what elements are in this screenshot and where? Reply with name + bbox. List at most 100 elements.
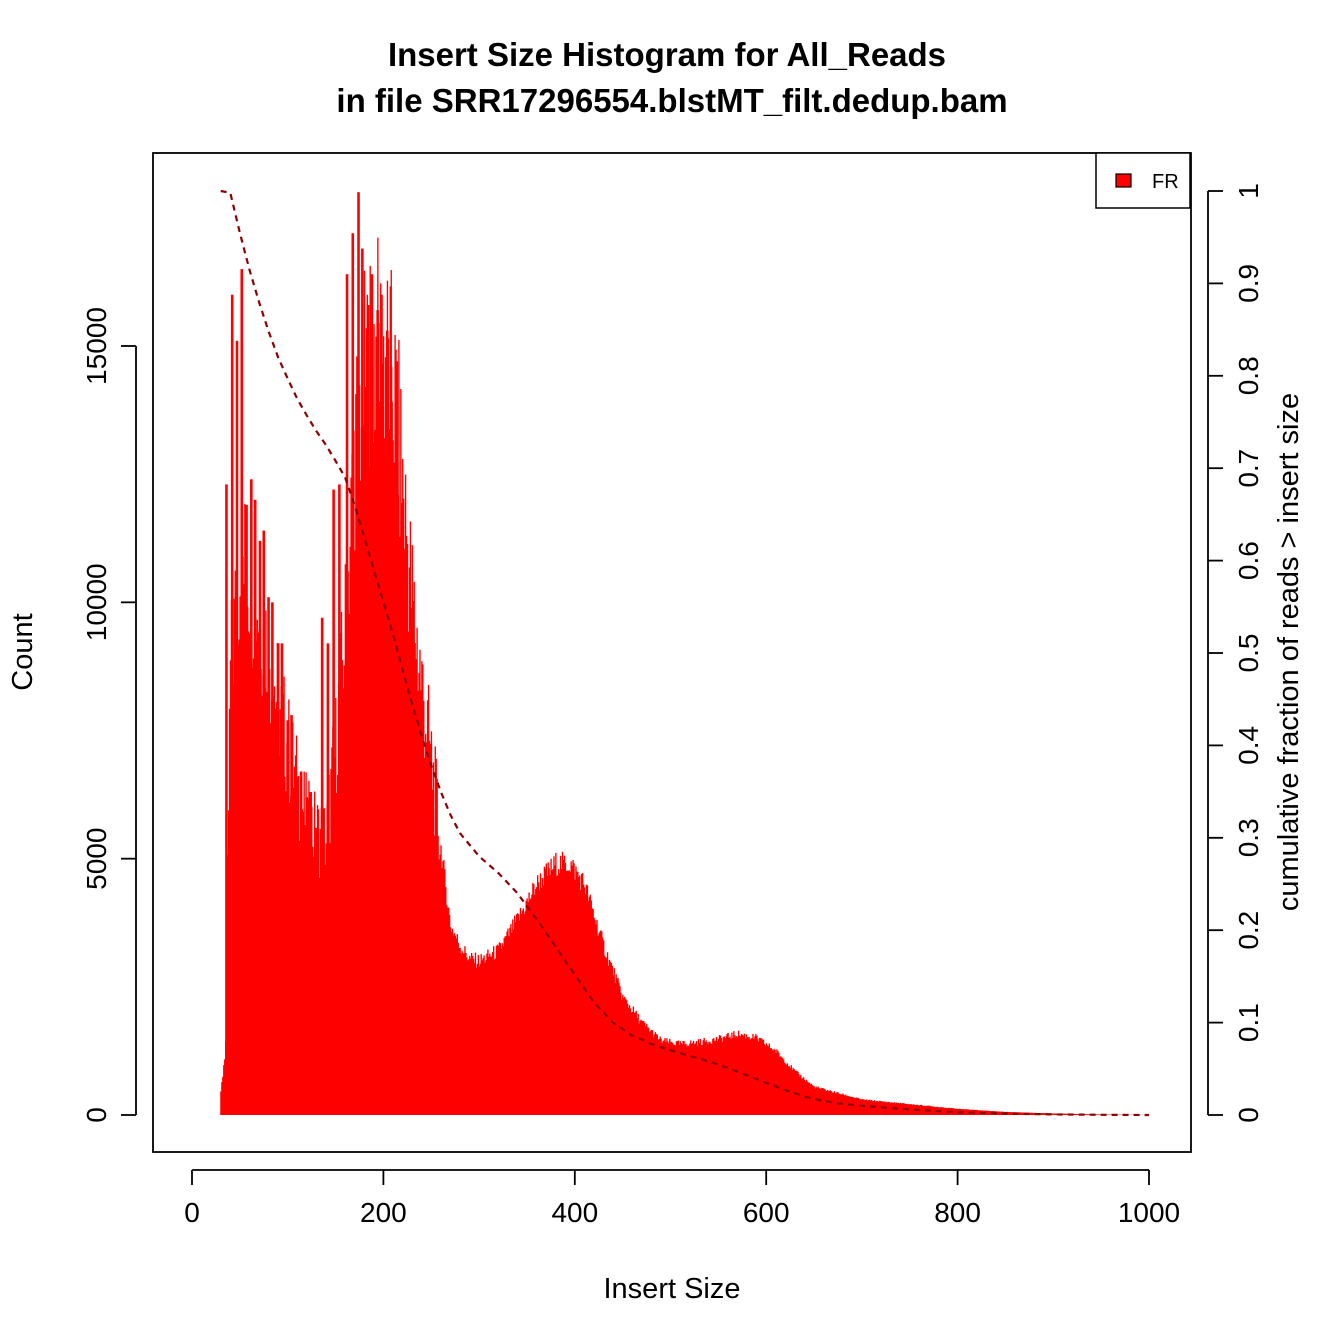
histogram-bar [768, 1043, 770, 1115]
y-right-tick-label: 0.1 [1233, 1003, 1264, 1042]
histogram-bar [497, 945, 500, 1115]
histogram-bar [545, 863, 547, 1115]
histogram-bar [308, 780, 310, 1115]
histogram-bar [494, 958, 497, 1115]
histogram-bar [486, 953, 488, 1115]
histogram-bar [763, 1044, 766, 1115]
histogram-bar [616, 978, 618, 1115]
histogram-bar [556, 875, 558, 1115]
histogram-bar [684, 1044, 686, 1115]
histogram-bar [354, 550, 356, 1115]
histogram-bar [931, 1106, 933, 1115]
histogram-bar [738, 1035, 741, 1115]
histogram-spike [299, 771, 303, 1115]
histogram-bar [462, 953, 464, 1115]
histogram-bar [424, 757, 426, 1115]
histogram-bar [569, 871, 571, 1115]
histogram-bar [469, 955, 471, 1115]
histogram-bar [336, 774, 339, 1115]
histogram-bar [853, 1097, 856, 1115]
histogram-bar [557, 875, 559, 1115]
y-right-tick-label: 0.8 [1233, 356, 1264, 395]
histogram-bar [601, 931, 603, 1115]
histogram-bar [1053, 1113, 1056, 1115]
histogram-bar [423, 700, 425, 1115]
histogram-bar [458, 948, 460, 1115]
histogram-bar [608, 959, 611, 1115]
y-right-tick-label: 0.5 [1233, 634, 1264, 673]
histogram-bar [824, 1089, 826, 1115]
histogram-bar [668, 1043, 670, 1115]
histogram-bar [617, 977, 619, 1115]
histogram-bar [723, 1036, 725, 1115]
histogram-bar [775, 1052, 777, 1115]
histogram-bar [974, 1109, 976, 1115]
histogram-bar [766, 1045, 769, 1115]
histogram-bar [603, 940, 605, 1115]
histogram-bar [528, 892, 530, 1115]
histogram-bar [727, 1032, 729, 1115]
histogram-bar [514, 915, 516, 1115]
histogram-spike [332, 489, 335, 1115]
histogram-bar [435, 758, 437, 1115]
histogram-bar [744, 1038, 747, 1115]
histogram-bar [764, 1045, 767, 1115]
histogram-bar [1077, 1114, 1080, 1115]
histogram-bar [585, 884, 588, 1115]
histogram-bar [779, 1056, 781, 1115]
histogram-bar [634, 1012, 636, 1115]
histogram-bar [348, 613, 350, 1115]
histogram-bar [754, 1036, 756, 1115]
histogram-bar [643, 1021, 645, 1115]
histogram-bar [854, 1098, 857, 1115]
histogram-bar [440, 845, 442, 1115]
y-tick-label: 10000 [81, 563, 112, 641]
histogram-bar [778, 1052, 780, 1115]
histogram-bar [1086, 1114, 1088, 1115]
histogram-bar [498, 942, 501, 1115]
histogram-bar [575, 866, 577, 1115]
histogram-bar [758, 1041, 760, 1115]
histogram-bar [955, 1108, 957, 1115]
histogram-bar [686, 1046, 688, 1115]
histogram-bar [636, 1018, 638, 1115]
histogram-bar [1018, 1112, 1020, 1115]
histogram-bar [274, 708, 277, 1115]
histogram-bar [558, 869, 560, 1115]
histogram-bar [759, 1038, 762, 1115]
histogram-bar [238, 639, 240, 1115]
histogram-bar [1032, 1112, 1035, 1115]
histogram-bar [222, 1076, 224, 1115]
histogram-bar [614, 983, 616, 1115]
histogram-bar [718, 1035, 721, 1115]
histogram-bar [472, 958, 475, 1115]
histogram-bar [342, 688, 345, 1115]
histogram-bar [759, 1037, 761, 1115]
histogram-bar [607, 965, 610, 1115]
histogram-bar [343, 665, 346, 1115]
histogram-bar [670, 1041, 672, 1115]
histogram-bar [460, 953, 462, 1115]
histogram-bar [1022, 1112, 1024, 1115]
histogram-bar [598, 933, 600, 1115]
x-tick-label: 1000 [1118, 1197, 1180, 1228]
histogram-bar [809, 1084, 812, 1115]
legend-label-fr: FR [1152, 171, 1179, 193]
y-right-tick-label: 0.4 [1233, 726, 1264, 765]
histogram-bar [674, 1045, 677, 1115]
histogram-bar [822, 1088, 824, 1115]
histogram-bar [704, 1042, 706, 1115]
histogram-bar [491, 956, 493, 1115]
histogram-bar [452, 935, 455, 1115]
histogram-bar [985, 1110, 988, 1115]
histogram-bar [755, 1034, 757, 1115]
histogram-bar [765, 1043, 768, 1115]
histogram-bar [1021, 1112, 1023, 1115]
histogram-bar [628, 1005, 631, 1115]
histogram-bar [432, 762, 435, 1115]
plot-frame [152, 152, 1192, 1153]
y-axis-left: 0 5000 10000 15000 [81, 307, 137, 1123]
histogram-bar [820, 1088, 822, 1115]
histogram-bar [404, 474, 407, 1115]
